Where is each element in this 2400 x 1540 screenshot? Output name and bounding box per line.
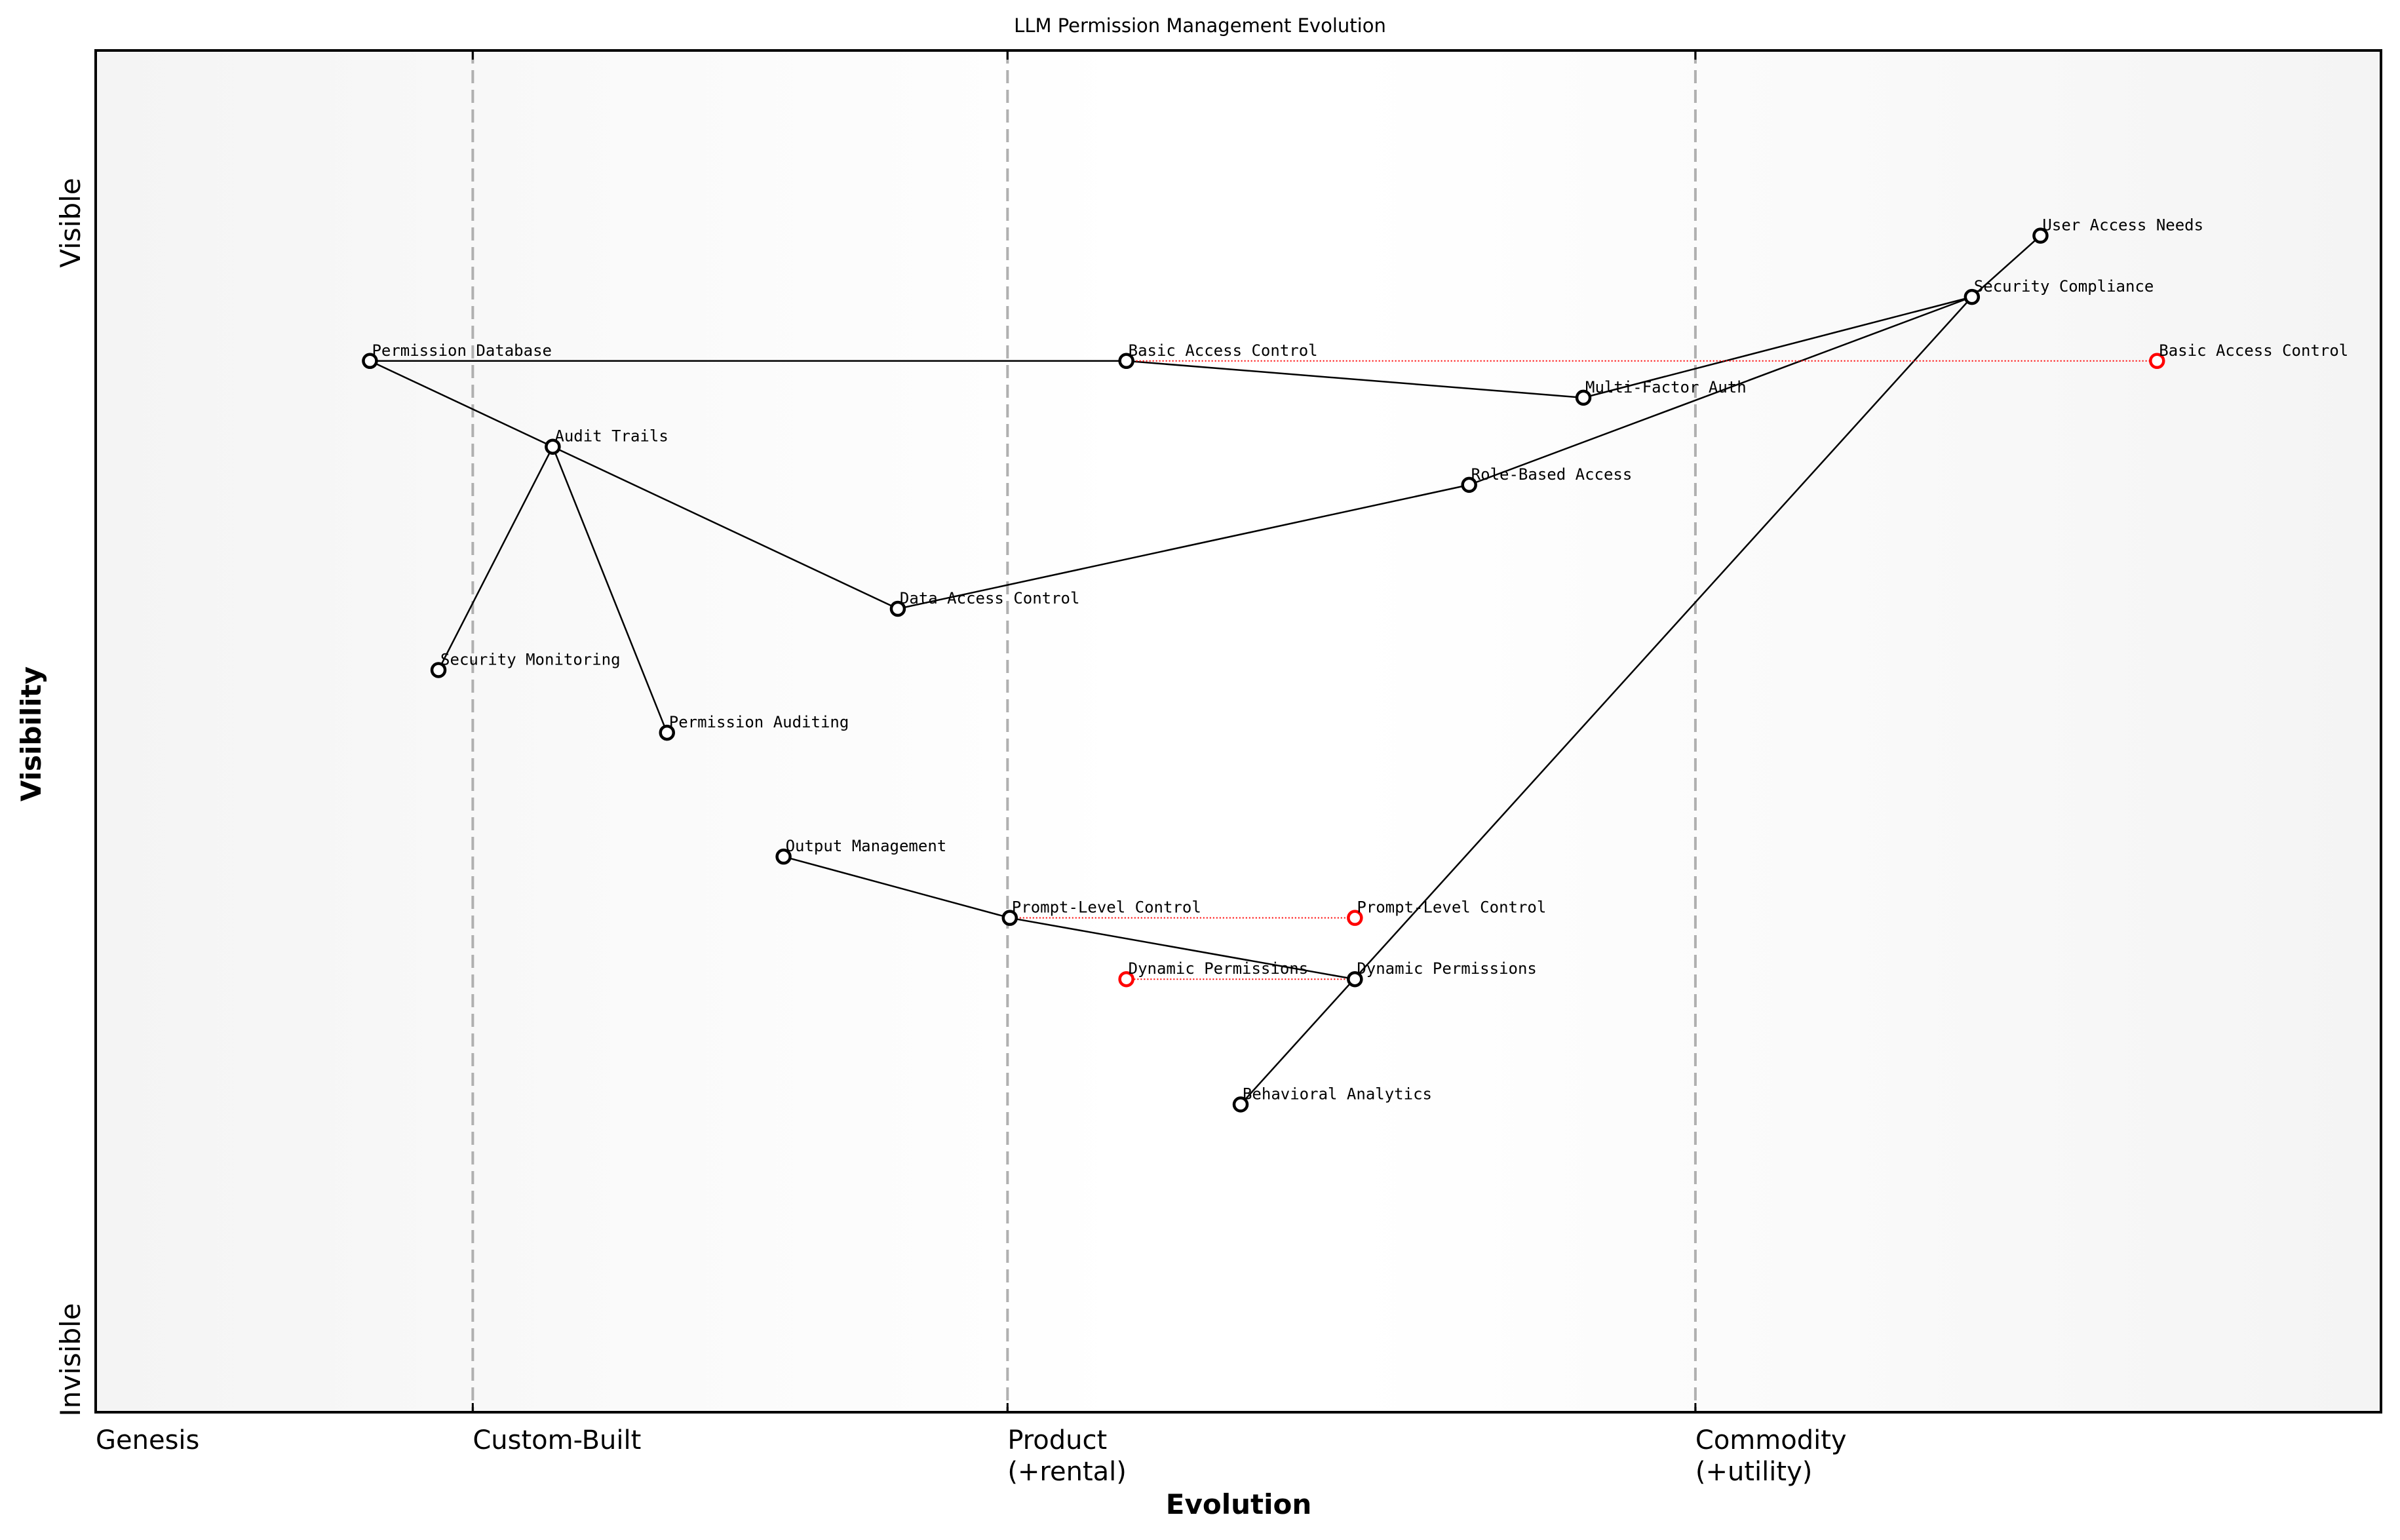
node-marker-icon: [889, 600, 906, 617]
evolution-stage-label: Genesis: [96, 1425, 199, 1455]
node-marker-icon: [1575, 389, 1592, 406]
node-label: Dynamic Permissions: [1357, 959, 1537, 978]
node-label: Multi-Factor Auth: [1585, 378, 1747, 396]
node-role-based-access: Role-Based Access: [1461, 465, 1633, 493]
evolution-stage-label: Custom-Built: [473, 1425, 641, 1455]
node-label: Role-Based Access: [1471, 465, 1633, 484]
node-marker-icon: [1347, 971, 1363, 988]
component-links: [369, 235, 2042, 1106]
dependency-link: [552, 446, 668, 733]
stage-dividers: [471, 50, 1697, 1412]
node-audit-trails: Audit Trails: [545, 427, 668, 455]
dependency-link: [783, 855, 1011, 919]
node-security-monitoring: Security Monitoring: [430, 650, 621, 678]
evolution-stage-label: (+rental): [1007, 1457, 1127, 1487]
evolution-stage-labels: Genesis Custom-Built Product(+rental) Commo…: [96, 1425, 1847, 1487]
node-prompt-level-control-evolved: Prompt-Level Control: [1347, 898, 1546, 926]
component-nodes: User Access Needs Security Compliance Perm…: [362, 216, 2348, 1113]
node-data-access-control: Data Access Control: [889, 589, 1080, 617]
dependency-link: [1469, 296, 1973, 486]
node-dynamic-permissions-evolved: Dynamic Permissions: [1118, 959, 1309, 988]
node-multi-factor-auth: Multi-Factor Auth: [1575, 378, 1747, 406]
node-label: Audit Trails: [554, 427, 668, 446]
node-label: Basic Access Control: [2159, 341, 2348, 360]
evolved-node-marker-icon: [2149, 353, 2165, 370]
node-label: User Access Needs: [2042, 216, 2203, 235]
x-axis-label: Evolution: [1166, 1488, 1311, 1520]
node-user-access-needs: User Access Needs: [2032, 216, 2203, 244]
node-label: Prompt-Level Control: [1012, 898, 1201, 917]
node-label: Basic Access Control: [1129, 341, 1318, 360]
node-marker-icon: [1118, 353, 1134, 370]
chart-title: LLM Permission Management Evolution: [1014, 14, 1386, 37]
node-behavioral-analytics: Behavioral Analytics: [1232, 1085, 1432, 1113]
dependency-link: [437, 446, 554, 671]
node-label: Security Monitoring: [440, 650, 621, 668]
node-basic-access-control-evolved: Basic Access Control: [2149, 341, 2348, 370]
node-label: Output Management: [786, 837, 947, 855]
node-prompt-level-control: Prompt-Level Control: [1001, 898, 1201, 926]
dependency-link: [369, 360, 553, 448]
node-label: Behavioral Analytics: [1243, 1085, 1432, 1103]
node-output-management: Output Management: [775, 837, 947, 865]
evolved-node-marker-icon: [1347, 910, 1363, 926]
evolution-links: [1009, 360, 2158, 980]
dependency-link: [1126, 360, 1584, 399]
evolution-stage-label: (+utility): [1695, 1457, 1812, 1487]
node-label: Prompt-Level Control: [1357, 898, 1546, 917]
node-marker-icon: [659, 724, 675, 741]
dependency-link: [552, 446, 899, 610]
node-marker-icon: [2032, 227, 2049, 244]
plot-background: [96, 50, 2381, 1412]
node-label: Permission Auditing: [669, 713, 849, 731]
node-marker-icon: [1461, 476, 1477, 493]
evolved-node-marker-icon: [1118, 971, 1134, 988]
node-basic-access-control: Basic Access Control: [1118, 341, 1318, 370]
node-marker-icon: [1964, 288, 1981, 305]
dependency-link: [897, 484, 1469, 610]
node-label: Dynamic Permissions: [1129, 959, 1309, 978]
dependency-link: [1583, 296, 1973, 399]
evolution-stage-label: Commodity: [1695, 1425, 1847, 1455]
plot-frame: [94, 49, 2382, 1414]
evolution-stage-label: Product: [1007, 1425, 1107, 1455]
node-marker-icon: [430, 662, 447, 678]
node-marker-icon: [775, 848, 792, 865]
node-security-compliance: Security Compliance: [1964, 277, 2154, 305]
node-marker-icon: [362, 353, 378, 370]
y-axis-label: Visibility: [15, 666, 47, 801]
node-permission-database: Permission Database: [362, 341, 552, 370]
node-dynamic-permissions: Dynamic Permissions: [1347, 959, 1537, 988]
node-marker-icon: [545, 438, 561, 455]
node-permission-auditing: Permission Auditing: [659, 713, 849, 741]
dependency-link: [1240, 296, 1973, 1106]
node-label: Security Compliance: [1974, 277, 2154, 296]
y-bottom-label: Invisible: [54, 1303, 87, 1416]
node-label: Permission Database: [372, 341, 552, 360]
node-marker-icon: [1232, 1096, 1249, 1113]
dependency-link: [1971, 235, 2042, 298]
dependency-link: [1009, 917, 1355, 980]
y-top-label: Visible: [54, 178, 87, 267]
node-label: Data Access Control: [900, 589, 1080, 607]
node-marker-icon: [1001, 910, 1018, 926]
